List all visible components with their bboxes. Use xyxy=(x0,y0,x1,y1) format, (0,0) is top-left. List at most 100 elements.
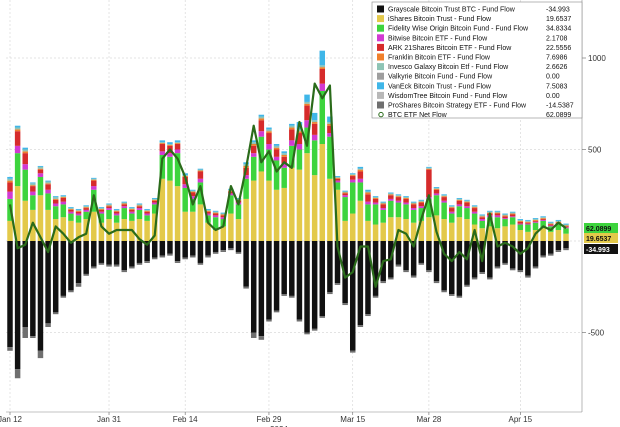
bar-segment xyxy=(555,241,562,251)
bar-segment xyxy=(357,178,364,183)
bar-segment xyxy=(304,94,310,102)
bar-segment xyxy=(327,241,333,293)
bar-segment xyxy=(273,145,280,148)
value-tag-label: 19.6537 xyxy=(586,236,611,243)
bar-segment xyxy=(190,192,196,197)
bar-segment xyxy=(426,168,432,170)
bar-segment xyxy=(75,213,82,216)
bar-segment xyxy=(243,241,249,287)
bar-segment xyxy=(319,316,326,318)
bar-segment xyxy=(433,187,440,189)
legend-value: 7.6986 xyxy=(546,55,568,62)
bar-segment xyxy=(75,215,82,223)
bar-segment xyxy=(144,241,150,262)
bar-segment xyxy=(144,210,150,212)
bar-segment xyxy=(540,241,546,256)
bar-segment xyxy=(68,208,74,209)
bar-segment xyxy=(250,332,257,338)
bar-segment xyxy=(509,216,516,218)
bar-segment xyxy=(68,213,74,221)
bar-segment xyxy=(258,241,265,337)
bar-segment xyxy=(296,319,303,322)
bar-segment xyxy=(129,211,135,214)
bar-segment xyxy=(441,194,447,196)
bar-segment xyxy=(311,328,318,331)
bar-segment xyxy=(342,195,348,198)
legend-value: 0.00 xyxy=(546,74,560,81)
bar-segment xyxy=(190,189,196,191)
bar-segment xyxy=(190,241,196,256)
legend-swatch xyxy=(377,34,384,42)
bar-segment xyxy=(548,231,554,241)
bar-segment xyxy=(235,197,242,199)
bar-segment xyxy=(319,241,326,317)
bar-segment xyxy=(334,283,341,285)
bar-segment xyxy=(190,191,196,193)
bar-segment xyxy=(395,241,402,265)
bar-segment xyxy=(494,215,501,218)
bar-segment xyxy=(121,204,127,207)
bar-segment xyxy=(464,201,470,203)
bar-segment xyxy=(243,198,249,241)
bar-segment xyxy=(7,178,13,181)
bar-segment xyxy=(91,178,97,180)
bar-segment xyxy=(357,241,364,326)
bar-segment xyxy=(60,196,67,198)
bar-segment xyxy=(319,90,326,145)
bar-segment xyxy=(410,208,417,210)
bar-segment xyxy=(266,127,272,130)
bar-segment xyxy=(304,103,310,106)
bar-segment xyxy=(113,209,120,211)
bar-segment xyxy=(136,241,143,263)
bar-segment xyxy=(106,203,112,205)
bar-segment xyxy=(205,210,211,212)
bar-segment xyxy=(395,194,402,196)
bar-segment xyxy=(357,166,364,169)
bar-segment xyxy=(357,169,364,172)
legend-label: Fidelity Wise Origin Bitcoin Fund - Fund… xyxy=(388,26,529,33)
bar-segment xyxy=(479,217,485,220)
bar-segment xyxy=(525,221,531,223)
bar-segment xyxy=(22,149,28,152)
bar-segment xyxy=(441,241,447,291)
bar-segment xyxy=(410,203,417,205)
bar-segment xyxy=(509,213,516,215)
bar-segment xyxy=(327,133,333,137)
bar-segment xyxy=(45,180,51,182)
bar-segment xyxy=(327,136,333,179)
bar-segment xyxy=(258,171,265,241)
bar-segment xyxy=(289,129,295,141)
bar-segment xyxy=(502,226,508,241)
bar-segment xyxy=(281,187,287,241)
bar-segment xyxy=(395,264,402,267)
bar-segment xyxy=(205,255,211,258)
bar-segment xyxy=(37,166,44,169)
bar-segment xyxy=(83,211,89,220)
bar-segment xyxy=(197,241,204,263)
bar-segment xyxy=(502,214,508,216)
bar-segment xyxy=(258,116,265,119)
legend-label: iShares Bitcoin Trust - Fund Flow xyxy=(388,16,492,23)
bar-segment xyxy=(395,195,402,197)
bar-segment xyxy=(75,208,82,210)
legend: Grayscale Bitcoin Trust BTC - Fund Flow -… xyxy=(371,1,583,119)
bar-segment xyxy=(273,149,280,157)
bar-segment xyxy=(167,142,173,145)
bar-segment xyxy=(205,208,211,210)
bar-segment xyxy=(68,290,74,293)
bar-segment xyxy=(372,197,379,198)
bar-segment xyxy=(464,200,470,202)
bar-segment xyxy=(471,277,478,280)
bar-segment xyxy=(144,261,150,263)
bar-segment xyxy=(83,241,89,274)
bar-segment xyxy=(441,290,447,293)
bar-segment xyxy=(365,220,371,241)
bar-segment xyxy=(14,153,21,187)
bar-segment xyxy=(281,241,287,295)
bar-segment xyxy=(129,241,135,267)
legend-label: Valkyrie Bitcoin Fund - Fund Flow xyxy=(388,74,493,81)
bar-segment xyxy=(30,191,36,196)
bar-segment xyxy=(449,208,455,212)
bar-segment xyxy=(365,201,371,205)
bar-segment xyxy=(113,208,120,210)
